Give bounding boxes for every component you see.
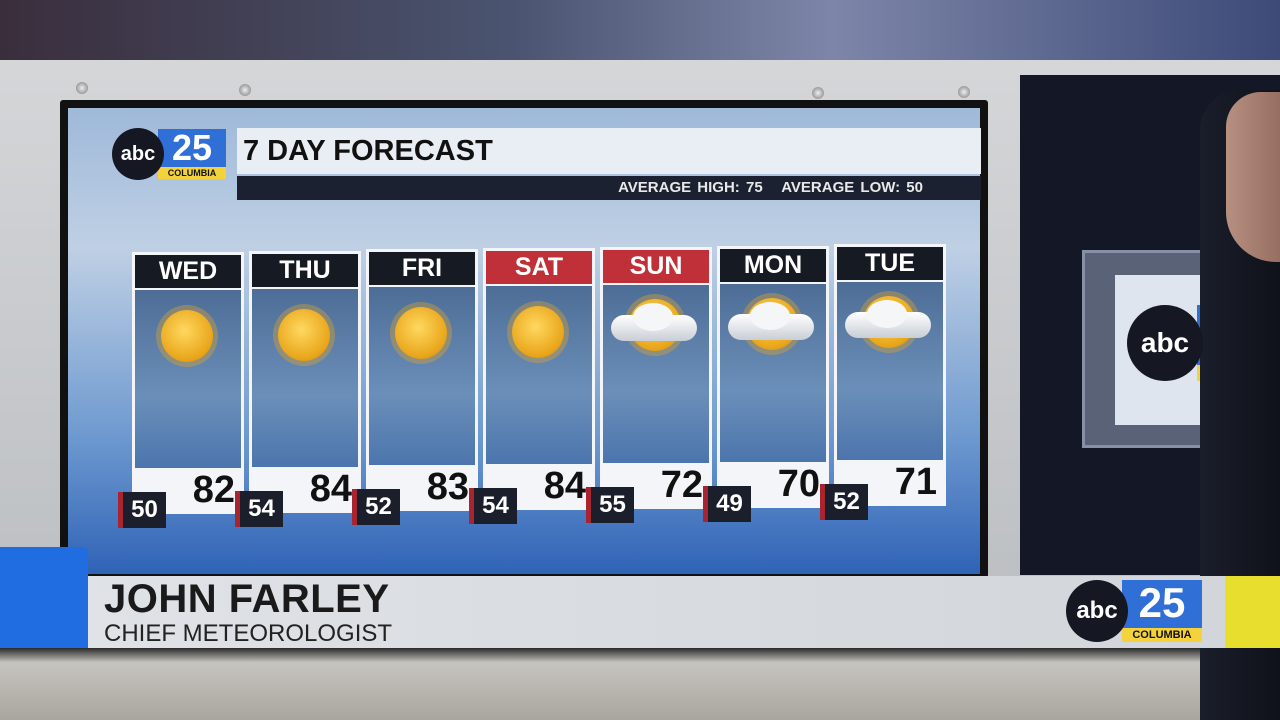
sunny-icon: [486, 286, 592, 465]
partly-cloudy-icon: [720, 283, 826, 462]
day-card: TUE 71: [834, 244, 946, 507]
average-high: AVERAGE HIGH: 75: [618, 179, 763, 196]
cloud-icon: [611, 302, 697, 341]
station-logo: abc 25 COLUMBIA: [112, 128, 226, 180]
high-temp: 84: [309, 467, 352, 510]
day-card: MON 70: [717, 245, 829, 508]
low-temp: 54: [235, 490, 283, 527]
low-temp: 55: [586, 486, 634, 523]
sunny-icon: [369, 287, 475, 466]
lower-third-bar: [88, 576, 1225, 648]
low-temp: 49: [703, 485, 751, 522]
averages-bar: AVERAGE HIGH: 75 AVERAGE LOW: 50: [237, 176, 981, 200]
studio-desk: [0, 648, 1280, 720]
day-label: TUE: [837, 247, 943, 281]
day-card: WED 82: [132, 252, 244, 514]
meteorologist-head: [1226, 92, 1280, 262]
lower-third-accent: [0, 547, 88, 648]
mount-bolt: [812, 87, 824, 99]
high-temp: 84: [543, 465, 586, 508]
sun-icon: [278, 308, 330, 361]
high-temp: 83: [426, 466, 469, 509]
cloud-icon: [728, 301, 814, 340]
day-card: SAT 84: [483, 248, 595, 511]
forecast-title: 7 DAY FORECAST: [237, 128, 981, 174]
day-card: THU 84: [249, 250, 361, 513]
high-temp: 82: [192, 469, 235, 511]
cloud-icon: [845, 300, 931, 339]
high-temp: 72: [660, 463, 703, 506]
mount-bolt: [76, 82, 88, 94]
mount-bolt: [958, 86, 970, 98]
sunny-icon: [252, 288, 358, 467]
day-label: SAT: [486, 251, 592, 285]
day-label: MON: [720, 248, 826, 282]
day-label: FRI: [369, 252, 475, 286]
average-low: AVERAGE LOW: 50: [781, 179, 923, 196]
day-card: FRI 83: [366, 249, 478, 512]
partly-cloudy-icon: [837, 282, 943, 461]
low-temp: 50: [118, 492, 166, 528]
sunny-icon: [135, 290, 241, 468]
high-temp: 70: [777, 462, 820, 505]
lower-third-yellow: [1225, 576, 1280, 648]
day-card: SUN 72: [600, 246, 712, 509]
lower-third-logo: abc 25 COLUMBIA: [1066, 580, 1202, 642]
studio-backdrop: [0, 0, 1280, 70]
sun-icon: [161, 310, 213, 362]
mount-bolt: [239, 84, 251, 96]
day-label: WED: [135, 255, 241, 288]
presenter-role: CHIEF METEOROLOGIST: [104, 620, 393, 647]
low-temp: 54: [469, 488, 517, 525]
low-temp: 52: [352, 489, 400, 526]
sun-icon: [512, 306, 564, 359]
presenter-name: JOHN FARLEY: [104, 577, 390, 621]
partly-cloudy-icon: [603, 284, 709, 463]
low-temp: 52: [820, 484, 868, 521]
high-temp: 71: [894, 461, 937, 504]
day-label: SUN: [603, 249, 709, 283]
day-label: THU: [252, 253, 358, 287]
sun-icon: [395, 307, 447, 360]
